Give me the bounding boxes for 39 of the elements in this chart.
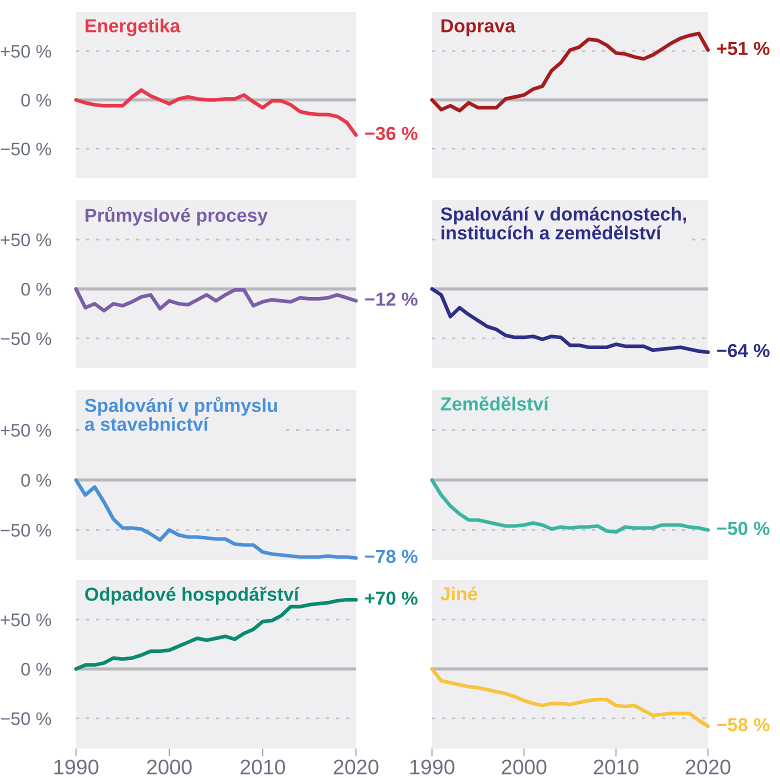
chart-title: Zemědělství <box>440 396 550 411</box>
chart-title: Energetika <box>86 18 180 36</box>
chart-title: Doprava <box>442 19 516 36</box>
y-tick-label: 0 % <box>21 474 52 487</box>
data-label: +70 % <box>365 592 418 605</box>
y-tick-label: +50 % <box>0 424 52 437</box>
x-tick-label: 2020 <box>334 760 378 774</box>
y-tick-label: 0 % <box>21 94 52 107</box>
chart-title: Průmyslové procesy <box>86 206 268 226</box>
y-tick-label: +50 % <box>0 44 52 58</box>
chart-title: Odpadové hospodářství <box>85 586 300 605</box>
x-tick-label: 1990 <box>410 760 454 774</box>
chart-title: Jiné <box>440 586 478 600</box>
y-tick-label: −50 % <box>0 142 52 156</box>
y-tick-label: −50 % <box>0 712 52 726</box>
y-tick-label: 0 % <box>21 662 52 676</box>
data-label: −36 % <box>365 126 418 140</box>
data-label: −78 % <box>365 550 418 564</box>
line-series <box>74 287 358 312</box>
data-label: −64 % <box>717 344 770 358</box>
x-tick-label: 1990 <box>54 760 98 774</box>
y-tick-label: 0 % <box>21 282 52 296</box>
y-tick-label: −50 % <box>0 332 52 346</box>
x-tick-label: 2000 <box>147 760 192 774</box>
data-label: −12 % <box>365 292 418 306</box>
x-tick-label: 2020 <box>686 760 730 774</box>
y-tick-label: +50 % <box>0 233 52 246</box>
y-tick-label: −50 % <box>0 524 52 537</box>
y-tick-label: +50 % <box>0 613 52 626</box>
x-tick-label: 2010 <box>594 760 638 774</box>
line-series <box>74 88 358 137</box>
data-label: +51 % <box>717 42 770 56</box>
data-label: −58 % <box>717 718 770 732</box>
data-label: −50 % <box>717 522 770 536</box>
x-tick-label: 2010 <box>240 760 286 774</box>
x-tick-label: 2000 <box>502 760 546 774</box>
text: Spalování v průmyslu a stavebnictví <box>84 396 277 431</box>
text: Spalování v domácnostech, institucích a zemědělství <box>440 206 686 240</box>
line-series <box>74 478 358 560</box>
